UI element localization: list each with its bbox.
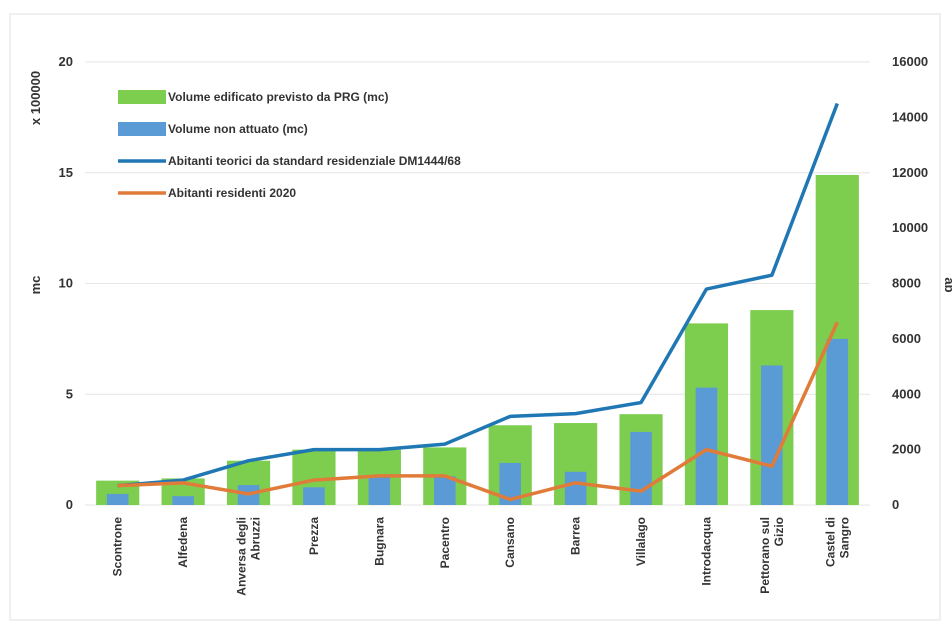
line-abitanti-teorici bbox=[117, 102, 839, 488]
category-label: Pettorano sulGizio bbox=[758, 517, 786, 594]
category-label: Prezza bbox=[307, 517, 321, 555]
y-axis-multiplier: x 100000 bbox=[28, 71, 43, 125]
left-axis-ticks: 0 5 10 15 20 bbox=[59, 54, 73, 512]
y2-tick-label: 16000 bbox=[892, 54, 928, 69]
line-abitanti-residenti bbox=[117, 321, 839, 502]
category-label: Alfedena bbox=[176, 517, 190, 568]
category-labels: Scontrone Alfedena Anversa degliAbruzzi Pre… bbox=[111, 517, 852, 596]
category-label: Barrea bbox=[569, 517, 583, 555]
category-label: Cansano bbox=[503, 517, 517, 568]
category-label: Anversa degliAbruzzi bbox=[235, 517, 263, 596]
legend-label: Abitanti residenti 2020 bbox=[168, 186, 296, 200]
bars-volume-non-attuato bbox=[106, 338, 849, 505]
bar-volume-non-attuato bbox=[106, 493, 129, 505]
category-label: Introdacqua bbox=[699, 517, 713, 586]
y-axis-label: mc bbox=[28, 276, 43, 295]
legend: Volume edificato previsto da PRG (mc) Vol… bbox=[118, 90, 461, 200]
category-label: Pacentro bbox=[438, 517, 452, 568]
y-tick-label: 0 bbox=[66, 497, 73, 512]
bar-volume-non-attuato bbox=[368, 476, 391, 505]
y2-tick-label: 12000 bbox=[892, 165, 928, 180]
y2-tick-label: 8000 bbox=[892, 276, 921, 291]
y2-tick-label: 2000 bbox=[892, 442, 921, 457]
bar-volume-non-attuato bbox=[172, 496, 194, 505]
series-lines bbox=[117, 102, 839, 502]
category-label: Scontrone bbox=[111, 517, 125, 577]
legend-swatch bbox=[118, 90, 166, 104]
bar-volume-non-attuato bbox=[433, 476, 456, 505]
category-label: Villalago bbox=[634, 517, 648, 566]
y2-tick-label: 0 bbox=[892, 497, 899, 512]
y2-tick-label: 4000 bbox=[892, 386, 921, 401]
bar-volume-non-attuato bbox=[695, 387, 718, 505]
category-label: Castel diSangro bbox=[823, 517, 851, 567]
gridlines bbox=[85, 61, 870, 506]
y-tick-label: 20 bbox=[59, 54, 73, 69]
y2-tick-label: 14000 bbox=[892, 109, 928, 124]
bar-volume-non-attuato bbox=[499, 462, 522, 505]
bar-volume-non-attuato bbox=[630, 431, 652, 505]
y-tick-label: 5 bbox=[66, 386, 73, 401]
y2-tick-label: 6000 bbox=[892, 331, 921, 346]
chart-frame bbox=[9, 13, 941, 621]
bar-volume-non-attuato bbox=[303, 487, 325, 505]
legend-label: Volume non attuato (mc) bbox=[168, 122, 308, 136]
bar-volume-non-attuato bbox=[826, 338, 849, 505]
legend-label: Volume edificato previsto da PRG (mc) bbox=[168, 90, 389, 104]
category-label: Bugnara bbox=[372, 517, 386, 566]
y-tick-label: 10 bbox=[59, 276, 73, 291]
y2-tick-label: 10000 bbox=[892, 220, 928, 235]
bar-volume-non-attuato bbox=[564, 471, 587, 505]
right-axis-ticks: 0 2000 4000 6000 8000 10000 12000 14000 16000 bbox=[892, 54, 928, 512]
legend-label: Abitanti teorici da standard residenzial… bbox=[168, 154, 461, 168]
bar-volume-non-attuato bbox=[761, 365, 783, 505]
y-tick-label: 15 bbox=[59, 165, 73, 180]
legend-swatch bbox=[118, 122, 166, 136]
y2-axis-label: ab bbox=[942, 277, 952, 292]
